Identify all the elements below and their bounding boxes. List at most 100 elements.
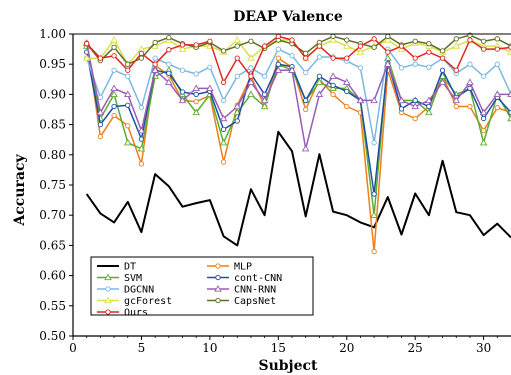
data-point xyxy=(344,37,350,43)
data-point xyxy=(301,144,310,152)
data-point xyxy=(385,49,391,55)
data-point xyxy=(137,126,146,134)
data-point xyxy=(412,38,418,44)
data-point xyxy=(344,103,350,110)
data-point xyxy=(356,96,365,104)
data-point xyxy=(288,66,296,73)
legend-item-ours: Ours xyxy=(97,308,148,319)
data-point xyxy=(330,33,336,40)
data-point xyxy=(494,105,500,111)
data-point xyxy=(439,55,446,61)
data-point xyxy=(234,73,240,79)
x-tick-label: 0 xyxy=(69,341,77,355)
data-point xyxy=(330,82,336,88)
data-point xyxy=(274,66,283,73)
data-point xyxy=(260,102,269,110)
data-point xyxy=(494,61,500,67)
data-point xyxy=(480,46,487,52)
y-tick-label: 0.65 xyxy=(39,238,66,252)
x-tick-label: 15 xyxy=(271,341,286,355)
data-point xyxy=(96,108,105,116)
legend-label: MLP xyxy=(234,262,252,273)
series-dgcnn xyxy=(84,46,511,146)
data-point xyxy=(370,96,378,104)
x-tick-label: 30 xyxy=(476,341,491,355)
data-point xyxy=(178,45,187,52)
data-point xyxy=(260,96,269,104)
legend-marker xyxy=(105,286,111,292)
data-point xyxy=(138,136,145,142)
y-tick-label: 0.50 xyxy=(39,329,66,343)
data-point xyxy=(398,65,405,71)
data-point xyxy=(289,53,295,59)
data-point xyxy=(439,67,446,73)
data-point xyxy=(384,36,392,43)
data-point xyxy=(384,60,392,67)
data-point xyxy=(370,211,378,218)
data-point xyxy=(344,88,350,95)
legend-marker xyxy=(215,297,221,304)
data-point xyxy=(316,73,323,79)
data-point xyxy=(179,89,186,95)
data-point xyxy=(303,50,309,56)
data-point xyxy=(261,73,268,79)
data-point xyxy=(426,49,432,55)
data-point xyxy=(97,121,104,128)
legend-label: Ours xyxy=(124,308,148,319)
legend-item-cont-cnn: cont-CNN xyxy=(207,273,282,284)
data-point xyxy=(480,38,487,44)
data-point xyxy=(371,36,377,42)
data-point xyxy=(493,90,502,98)
data-point xyxy=(125,61,131,67)
data-point xyxy=(247,90,255,98)
x-tick-label: 5 xyxy=(138,341,146,355)
data-point xyxy=(207,64,213,70)
data-point xyxy=(480,127,487,134)
data-point xyxy=(234,55,240,61)
data-point xyxy=(438,78,447,85)
data-point xyxy=(193,42,199,48)
data-point xyxy=(371,44,377,50)
data-point xyxy=(371,248,377,255)
legend-item-mlp: MLP xyxy=(207,262,252,273)
data-point xyxy=(357,43,364,49)
data-point xyxy=(507,114,511,122)
data-point xyxy=(315,78,324,85)
data-point xyxy=(452,42,461,49)
data-point xyxy=(507,48,511,55)
data-point xyxy=(192,84,200,92)
data-point xyxy=(111,112,117,119)
data-point xyxy=(275,55,281,61)
data-point xyxy=(412,97,418,104)
legend-marker xyxy=(214,285,222,292)
x-tick-label: 25 xyxy=(408,341,423,355)
data-point xyxy=(315,90,324,98)
chart-title: DEAP Valence xyxy=(233,9,343,25)
data-point xyxy=(356,48,365,55)
data-point xyxy=(329,72,337,79)
data-point xyxy=(234,43,240,49)
data-point xyxy=(111,103,117,110)
data-point xyxy=(234,118,240,124)
data-point xyxy=(125,102,131,108)
legend-marker xyxy=(215,263,221,269)
data-point xyxy=(303,70,309,76)
data-point xyxy=(466,78,474,85)
data-point xyxy=(220,97,227,104)
data-point xyxy=(303,106,309,113)
series-cnn-rnn xyxy=(82,39,511,152)
data-point xyxy=(507,90,511,98)
data-point xyxy=(152,39,158,46)
data-point xyxy=(111,67,117,73)
data-point xyxy=(111,44,117,50)
y-tick-label: 0.75 xyxy=(39,178,66,192)
data-point xyxy=(371,191,377,197)
data-point xyxy=(137,144,146,152)
data-point xyxy=(165,78,173,85)
data-point xyxy=(289,37,295,43)
data-point xyxy=(179,42,186,48)
data-point xyxy=(97,55,104,61)
data-point xyxy=(467,103,473,110)
data-point xyxy=(467,61,473,67)
